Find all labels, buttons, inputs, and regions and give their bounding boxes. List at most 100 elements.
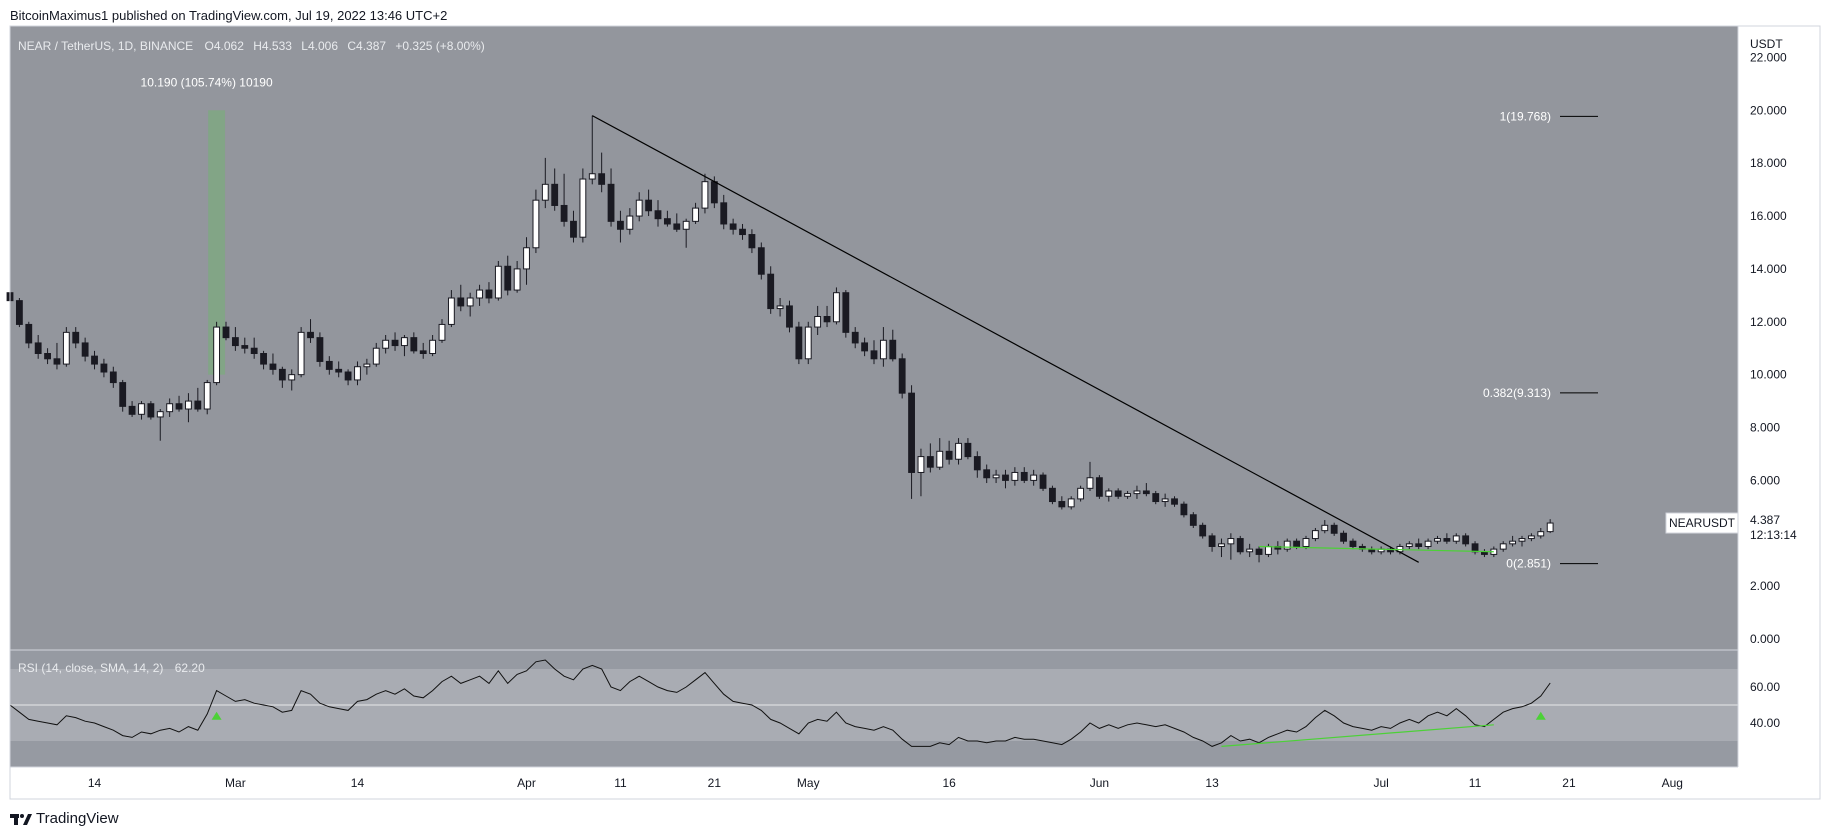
price-axis-ticks[interactable]: 22.000 20.000 18.000 16.000 14.000 12.000 10.0…	[1750, 50, 1787, 646]
rsi-arrow-up-icon	[211, 711, 222, 720]
candle	[419, 342, 427, 359]
rsi-divergence-line	[1221, 724, 1494, 747]
legend-symbol: NEAR / TetherUS, 1D, BINANCE	[18, 39, 193, 53]
candle	[804, 321, 812, 365]
rsi-tick-label: 40.00	[1750, 716, 1780, 730]
candle	[1030, 469, 1038, 486]
candle	[1218, 538, 1225, 558]
rsi-axis-ticks: 60.00 40.00	[1750, 680, 1780, 730]
candle	[523, 237, 530, 285]
support-line	[1259, 545, 1494, 553]
candle	[1133, 485, 1141, 499]
candle	[447, 290, 455, 328]
legend-l-value: 4.006	[308, 39, 338, 53]
measure-highlight	[208, 110, 226, 375]
candle	[288, 369, 296, 391]
candle	[626, 208, 634, 235]
candle	[401, 335, 408, 357]
candle	[983, 464, 991, 484]
price-tick-label: 10.000	[1750, 368, 1787, 382]
candle	[588, 115, 596, 185]
candle	[504, 255, 512, 296]
candle	[1002, 469, 1009, 489]
candle	[1246, 543, 1254, 558]
candle	[1518, 535, 1526, 547]
candle	[44, 348, 51, 365]
candle	[429, 335, 437, 357]
candle	[692, 202, 699, 224]
candle	[814, 305, 822, 335]
fib-0-label: 0(2.851)	[1506, 557, 1551, 571]
candle	[1499, 541, 1507, 552]
candle	[128, 401, 136, 417]
candle	[598, 152, 606, 193]
footer-brand-text: TradingView	[36, 810, 119, 827]
candle	[494, 260, 502, 301]
candle	[635, 192, 643, 222]
candle	[898, 353, 906, 399]
candle	[1546, 519, 1554, 534]
candle	[1255, 546, 1263, 563]
price-pane[interactable]	[10, 26, 1738, 650]
candle	[541, 157, 549, 209]
legend-h-value: 4.533	[262, 39, 292, 53]
footer-brand[interactable]: TradingView	[10, 810, 119, 827]
candle	[936, 438, 944, 470]
candle	[973, 451, 981, 478]
time-tick-label: Apr	[517, 776, 536, 790]
price-axis-currency: USDT	[1750, 37, 1783, 51]
candle	[1199, 522, 1207, 539]
candle	[438, 319, 446, 343]
candle	[570, 210, 577, 243]
candle	[297, 327, 305, 378]
candle	[1509, 535, 1517, 547]
fib-1-label: 1(19.768)	[1500, 109, 1551, 123]
candle	[185, 393, 192, 423]
price-tick-label: 22.000	[1750, 50, 1787, 64]
time-tick-label: 21	[708, 776, 722, 790]
candle	[100, 358, 108, 378]
candle	[1011, 467, 1019, 486]
last-price-tag	[1740, 509, 1810, 546]
candle	[1058, 496, 1066, 510]
candle	[560, 173, 568, 227]
price-tick-label: 12.000	[1750, 315, 1787, 329]
candle	[410, 332, 418, 354]
last-price-value: 4.387	[1750, 513, 1780, 527]
time-tick-label: Jun	[1090, 776, 1109, 790]
candle	[645, 189, 653, 217]
rsi-line	[9, 659, 1551, 747]
candle	[1180, 501, 1188, 518]
candle	[617, 210, 624, 243]
candle	[1302, 535, 1310, 550]
fib-0382-label: 0.382(9.313)	[1483, 386, 1551, 400]
rsi-label: RSI (14, close, SMA, 14, 2)	[18, 661, 163, 675]
candle	[457, 284, 465, 312]
candle	[1161, 493, 1169, 507]
rsi-legend: RSI (14, close, SMA, 14, 2) 62.20	[18, 661, 205, 675]
candle	[166, 398, 174, 417]
drawings	[591, 115, 1598, 565]
candle	[1039, 472, 1047, 491]
candle	[842, 290, 850, 338]
candle	[1349, 538, 1357, 550]
candle	[1105, 488, 1113, 502]
candle	[926, 443, 934, 473]
time-axis-ticks[interactable]: 14 Mar 14 Apr 11 21 May 16 Jun 13 Jul 11 21 Aug	[88, 776, 1683, 790]
time-tick-label: 11	[1469, 776, 1482, 790]
candle	[1236, 535, 1244, 555]
candle	[1537, 527, 1545, 539]
rsi-tick-label: 60.00	[1750, 680, 1780, 694]
candle	[1283, 538, 1291, 552]
candle	[945, 440, 953, 465]
candle	[908, 385, 915, 499]
candle	[25, 321, 33, 349]
candle	[1227, 533, 1235, 560]
candle	[532, 189, 540, 254]
candle	[53, 342, 61, 370]
price-tick-label: 18.000	[1750, 156, 1787, 170]
candle	[551, 168, 559, 211]
price-tick-label: 6.000	[1750, 473, 1780, 487]
candle	[335, 361, 343, 378]
